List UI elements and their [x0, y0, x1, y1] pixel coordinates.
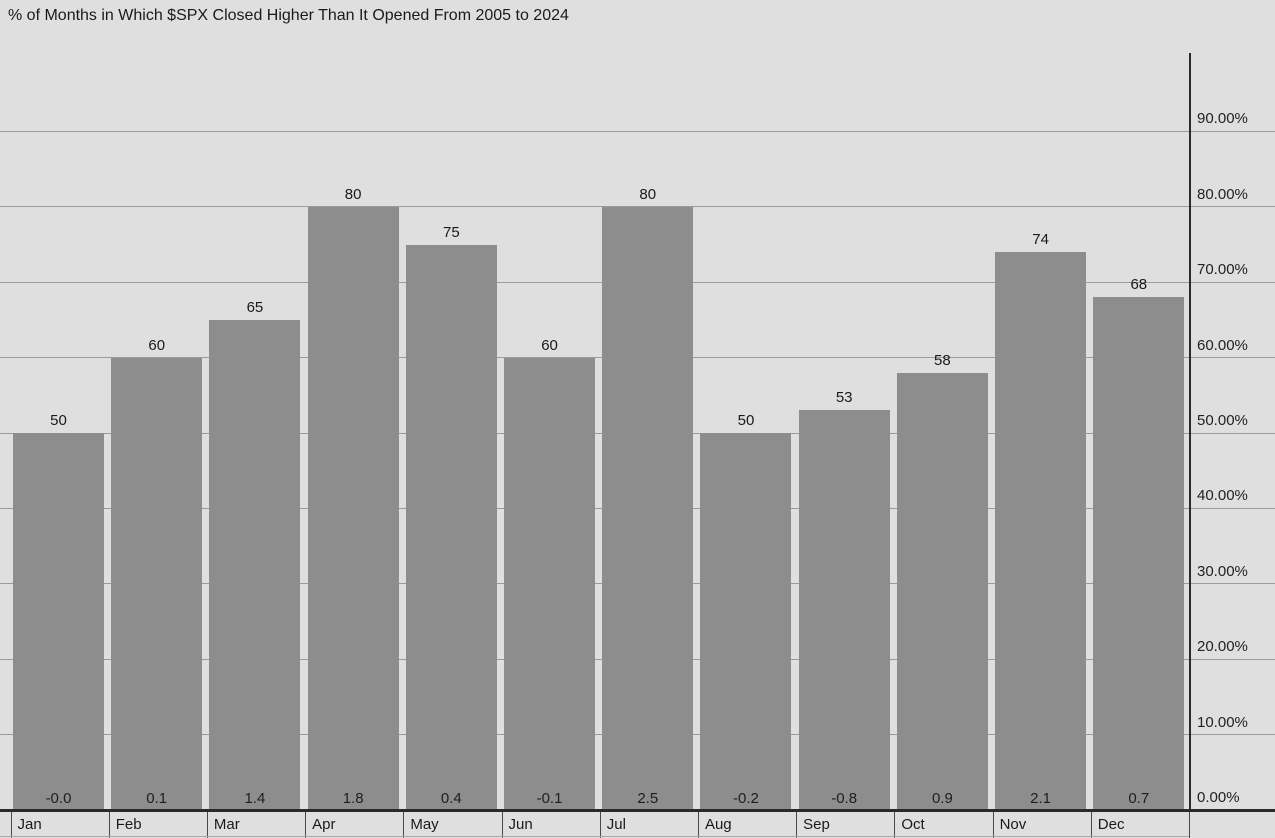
y-tick-label: 10.00%	[1197, 713, 1248, 731]
month-label: Feb	[115, 816, 142, 833]
bar-value-label: 50	[737, 412, 755, 429]
month-label: Mar	[213, 816, 240, 833]
month-divider	[796, 812, 798, 838]
bar	[504, 357, 596, 811]
bar-value-label: 74	[1032, 231, 1049, 249]
bar-value-label: 65	[246, 298, 264, 316]
bar-value-label: 58	[934, 351, 951, 369]
bar	[1093, 297, 1185, 811]
bar	[405, 244, 497, 811]
month-label: Jan	[17, 816, 42, 833]
month-label: Jul	[606, 816, 626, 833]
bar	[307, 206, 399, 811]
bar-value-label: 68	[1130, 276, 1148, 294]
bar-base-label: 0.1	[146, 790, 168, 807]
month-label: May	[410, 816, 439, 833]
bar-base-label: 0.7	[1128, 790, 1150, 807]
bar	[111, 357, 203, 811]
bar-value-label: 53	[835, 389, 853, 407]
month-label: Dec	[1097, 816, 1125, 833]
bar-base-label: 2.1	[1030, 790, 1051, 807]
month-divider	[206, 812, 208, 838]
y-tick-label: 80.00%	[1197, 185, 1248, 203]
bar	[602, 206, 694, 811]
bar	[13, 433, 104, 811]
month-divider	[697, 812, 699, 838]
bar-base-label: -0.1	[536, 790, 563, 807]
month-divider	[1189, 812, 1190, 838]
month-label: Aug	[704, 816, 732, 833]
month-divider	[10, 812, 12, 838]
month-label: Sep	[803, 816, 830, 833]
y-axis-line	[1189, 53, 1191, 812]
month-divider	[108, 812, 110, 838]
month-label: Apr	[312, 816, 336, 833]
y-tick-label: 40.00%	[1197, 487, 1248, 505]
y-tick-label: 60.00%	[1197, 336, 1248, 354]
month-divider	[403, 812, 405, 838]
bar-value-label: 75	[442, 223, 460, 241]
month-row-bottom-border	[0, 836, 1189, 837]
bar-value-label: 60	[148, 336, 166, 354]
bar-base-label: 0.9	[931, 790, 953, 807]
month-divider	[1090, 812, 1092, 838]
bar	[700, 433, 792, 811]
month-divider	[992, 812, 994, 838]
month-label: Oct	[901, 816, 925, 833]
bar-base-label: 1.8	[342, 790, 364, 807]
bar-value-label: 80	[344, 185, 362, 203]
bar-value-label: 80	[639, 185, 657, 203]
bar	[798, 410, 890, 811]
bar-base-label: 2.5	[637, 790, 659, 807]
bar-value-label: 60	[541, 336, 558, 354]
bar	[896, 372, 988, 811]
y-tick-label: 50.00%	[1197, 412, 1248, 429]
bar-base-label: -0.8	[831, 790, 858, 807]
y-tick-label: 30.00%	[1197, 562, 1248, 580]
y-tick-label: 0.00%	[1197, 789, 1240, 806]
month-label: Jun	[508, 816, 533, 833]
bar	[995, 252, 1087, 811]
month-divider	[894, 812, 896, 838]
chart-title: % of Months in Which $SPX Closed Higher …	[8, 7, 569, 24]
month-divider	[501, 812, 503, 838]
month-divider	[599, 812, 601, 838]
month-divider	[305, 812, 307, 838]
y-tick-label: 20.00%	[1197, 638, 1248, 656]
bar-base-label: -0.2	[733, 790, 759, 807]
x-axis-line	[0, 809, 1275, 812]
bar-value-label: 50	[50, 412, 67, 429]
month-label: Nov	[999, 816, 1027, 833]
bar-base-label: 1.4	[244, 790, 266, 807]
bar	[209, 319, 301, 811]
gridline	[0, 130, 1275, 132]
y-tick-label: 70.00%	[1197, 261, 1248, 279]
bar-base-label: -0.0	[45, 790, 72, 807]
y-tick-label: 90.00%	[1197, 110, 1248, 128]
bar-base-label: 0.4	[440, 790, 462, 807]
